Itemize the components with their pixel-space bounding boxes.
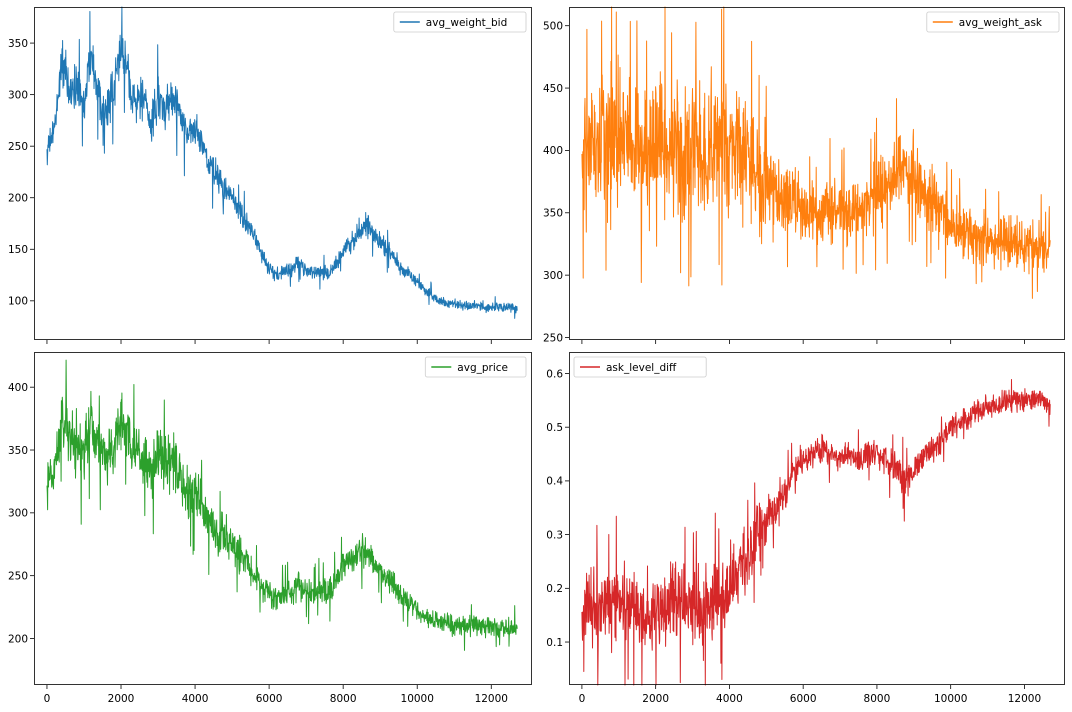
y-tick-label: 250 — [8, 570, 28, 582]
subplot-3: 0 2000 4000 6000 8000 10000 12000 200 250 300 350 4… — [8, 352, 532, 705]
axes-frame — [34, 352, 532, 685]
y-tick-label: 300 — [8, 508, 28, 520]
subplot-2: 250 300 350 400 450 500 avg_weight_ask — [543, 6, 1065, 344]
y-tick-label: 450 — [543, 83, 563, 95]
x-tick-label: 10000 — [401, 693, 434, 705]
x-tick-label: 2000 — [642, 693, 669, 705]
plot-area — [34, 352, 532, 685]
y-tick-label: 0.5 — [546, 422, 563, 434]
legend-label: avg_price — [457, 362, 508, 374]
x-tick-label: 12000 — [1008, 693, 1041, 705]
subplot-4: 0 2000 4000 6000 8000 10000 12000 0.1 0.2 0.3 0.4 0… — [546, 352, 1065, 705]
legend: avg_price — [424, 356, 527, 378]
y-tick-label: 0.3 — [546, 529, 563, 541]
series-line-ask_level_diff — [581, 379, 1051, 686]
y-tick-label: 350 — [8, 445, 28, 457]
plot-area — [34, 7, 532, 340]
legend-box — [926, 11, 1060, 33]
y-tick-label: 350 — [543, 208, 563, 220]
series-line-avg_price — [46, 359, 518, 651]
y-tick-label: 400 — [8, 382, 28, 394]
x-tick-label: 6000 — [790, 693, 817, 705]
y-tick-label: 0.4 — [546, 476, 563, 488]
legend: avg_weight_ask — [926, 11, 1060, 33]
axes-frame — [34, 7, 532, 340]
y-tick-label: 250 — [8, 141, 28, 153]
x-tick-label: 6000 — [256, 693, 283, 705]
y-tick-label: 250 — [543, 332, 563, 344]
x-tick-label: 4000 — [716, 693, 743, 705]
y-tick-label: 100 — [8, 296, 28, 308]
legend-label: avg_weight_ask — [959, 17, 1043, 29]
y-tick-label: 300 — [8, 89, 28, 101]
x-tick-label: 0 — [44, 693, 51, 705]
x-tick-label: 0 — [579, 693, 586, 705]
y-tick-label: 300 — [543, 270, 563, 282]
y-tick-label: 400 — [543, 145, 563, 157]
legend-label: ask_level_diff — [606, 362, 677, 374]
x-tick-label: 10000 — [934, 693, 967, 705]
x-tick-label: 8000 — [330, 693, 357, 705]
y-tick-label: 0.1 — [546, 637, 563, 649]
subplot-1: 100 150 200 250 300 350 avg_weight_bid — [8, 6, 532, 344]
series-line-avg_weight_ask — [581, 6, 1051, 299]
y-tick-label: 500 — [543, 21, 563, 33]
x-tick-label: 8000 — [864, 693, 891, 705]
y-tick-label: 0.2 — [546, 583, 563, 595]
legend: avg_weight_bid — [393, 11, 527, 33]
legend-box — [424, 356, 527, 378]
x-tick-label: 4000 — [182, 693, 209, 705]
y-tick-label: 350 — [8, 38, 28, 50]
series-line-avg_weight_bid — [46, 6, 518, 319]
x-tick-label: 12000 — [475, 693, 508, 705]
legend-label: avg_weight_bid — [426, 17, 507, 29]
legend: ask_level_diff — [573, 356, 707, 378]
y-tick-label: 150 — [8, 244, 28, 256]
axes-frame — [569, 7, 1065, 340]
legend-box — [393, 11, 527, 33]
axes-frame — [569, 352, 1065, 685]
x-tick-label: 2000 — [108, 693, 135, 705]
y-tick-label: 200 — [8, 193, 28, 205]
y-tick-label: 0.6 — [546, 368, 563, 380]
y-tick-label: 200 — [8, 633, 28, 645]
legend-box — [573, 356, 707, 378]
